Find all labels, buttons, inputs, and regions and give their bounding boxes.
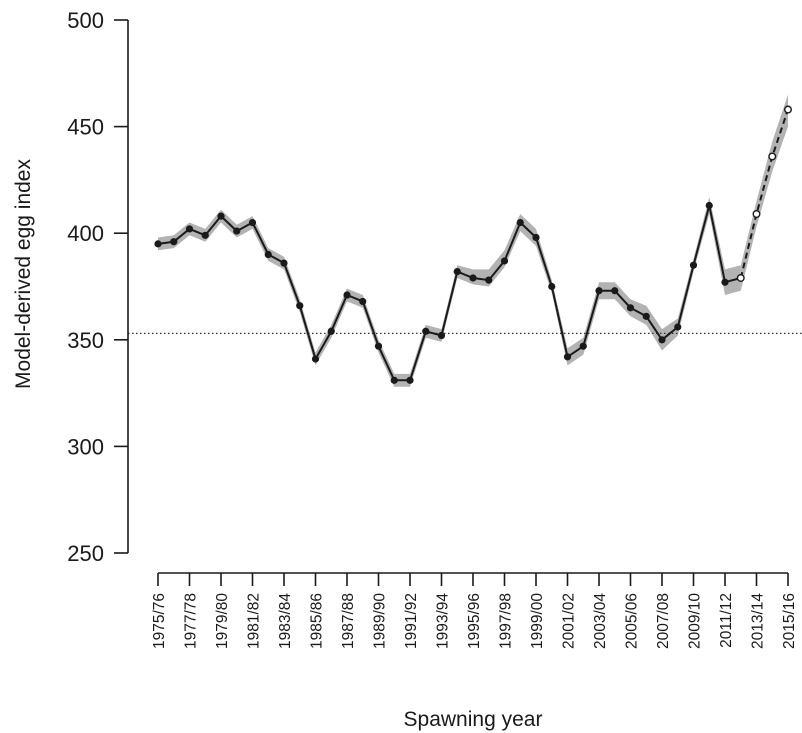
data-point (311, 355, 320, 363)
data-point (705, 201, 713, 210)
data-point (170, 238, 178, 246)
data-point (469, 274, 477, 282)
x-tick-label: 2011/12 (718, 593, 735, 648)
confidence-bands (158, 94, 788, 387)
data-point (217, 212, 225, 220)
x-tick-label: 2015/16 (781, 593, 798, 649)
y-axis: 250 300 350 400 450 500 (67, 8, 129, 566)
data-point (595, 287, 603, 295)
x-tick-label: 2009/10 (687, 593, 704, 649)
data-point (406, 376, 414, 384)
series-lines (157, 109, 789, 382)
series-line-1 (739, 109, 789, 279)
x-tick-label: 1991/92 (403, 593, 420, 649)
x-tick-label: 1985/86 (309, 593, 326, 649)
data-point (500, 257, 509, 265)
data-point (154, 240, 162, 248)
data-point (611, 287, 619, 295)
data-point (437, 331, 446, 340)
x-tick-label: 1987/88 (340, 593, 357, 649)
data-point (390, 376, 398, 384)
data-point (374, 342, 383, 350)
y-tick-label: 400 (67, 221, 104, 246)
data-point (185, 225, 194, 233)
data-point (343, 291, 351, 299)
data-point (485, 276, 493, 284)
data-point (548, 282, 556, 291)
data-point (264, 250, 272, 259)
data-point (626, 304, 635, 312)
data-point (658, 336, 666, 344)
x-tick-label: 2001/02 (561, 593, 578, 649)
x-tick-label: 1993/94 (435, 593, 452, 649)
data-point-open (784, 105, 793, 114)
x-tick-label: 1983/84 (277, 593, 294, 649)
data-point (327, 327, 335, 335)
confidence-band-0 (158, 197, 741, 387)
data-point (579, 342, 587, 350)
x-axis-title: Spawning year (404, 708, 543, 731)
data-point (280, 259, 288, 267)
data-point (248, 218, 257, 227)
y-tick-label: 350 (67, 328, 104, 353)
y-axis-title: Model-derived egg index (12, 159, 35, 389)
x-axis: 1975/76 1977/78 1979/80 1981/82 1983/84 1985/… (151, 572, 798, 649)
data-point (359, 297, 367, 306)
y-tick-label: 250 (67, 541, 104, 566)
data-point (689, 261, 698, 269)
y-tick-label: 450 (67, 115, 104, 140)
data-point (532, 233, 540, 242)
x-tick-label: 1977/78 (183, 593, 200, 649)
data-point (201, 231, 209, 239)
data-point-open (752, 210, 761, 219)
x-tick-label: 1995/96 (466, 593, 483, 649)
data-point (296, 302, 304, 310)
x-tick-label: 1999/00 (529, 593, 546, 649)
series-points (154, 105, 793, 384)
data-point-open (736, 273, 745, 282)
data-point (563, 353, 572, 361)
data-point (642, 312, 650, 320)
x-tick-label: 2003/04 (592, 593, 609, 649)
data-point (721, 278, 729, 286)
data-point (453, 267, 461, 276)
x-tick-label: 1981/82 (246, 593, 263, 649)
x-tick-label: 2013/14 (750, 593, 767, 649)
y-tick-label: 300 (67, 434, 104, 459)
data-point (422, 327, 430, 335)
x-tick-label: 2005/06 (624, 593, 641, 649)
confidence-band-1 (740, 94, 788, 291)
x-tick-label: 1975/76 (151, 593, 168, 649)
x-tick-label: 1989/90 (372, 593, 389, 649)
data-point-open (768, 152, 777, 161)
x-tick-label: 1997/98 (498, 593, 515, 649)
y-tick-label: 500 (67, 8, 104, 33)
x-tick-label: 1979/80 (214, 593, 231, 649)
x-tick-label: 2007/08 (655, 593, 672, 649)
data-point (233, 227, 241, 235)
data-point (516, 218, 524, 227)
data-point (674, 323, 682, 331)
